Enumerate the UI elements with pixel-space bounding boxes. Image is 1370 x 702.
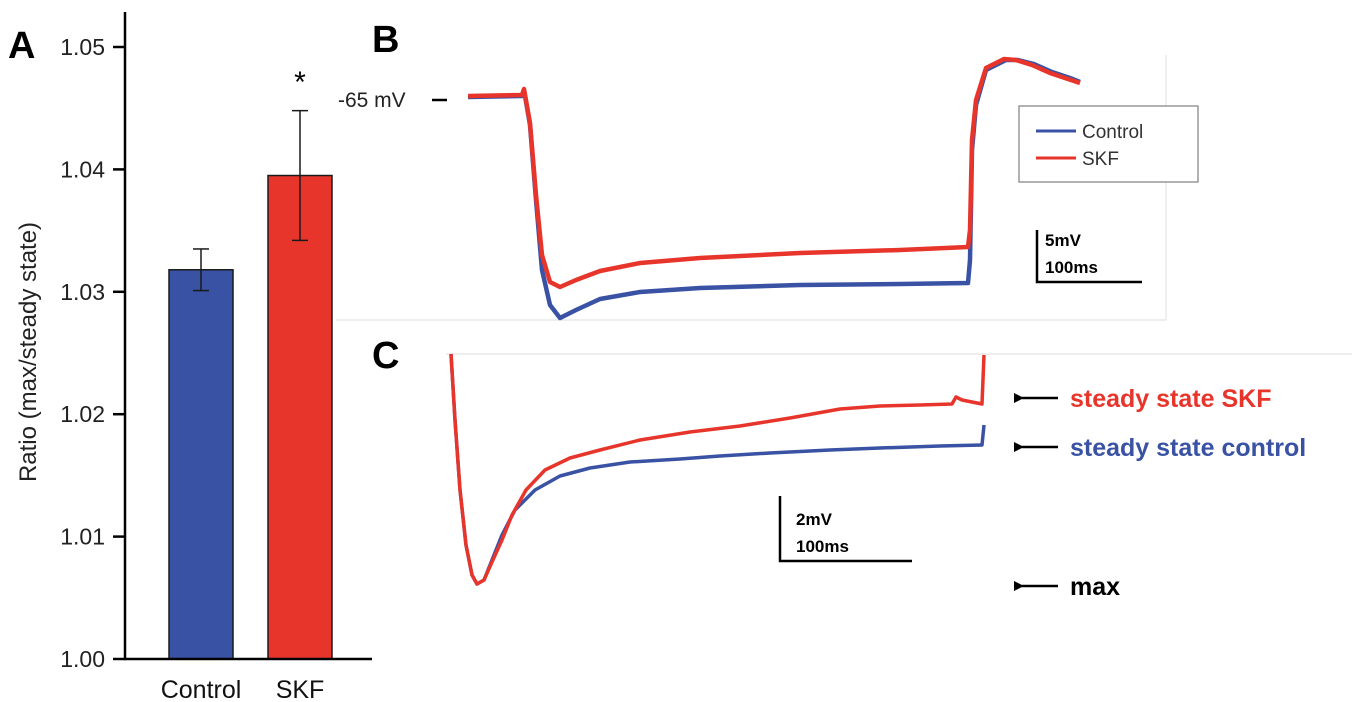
legend-label-skf: SKF — [1082, 149, 1119, 170]
scale-bar-c-time: 100ms — [796, 537, 849, 556]
category-label-control: Control — [161, 676, 242, 702]
y-tick-label: 1.02 — [60, 401, 105, 427]
label-max: max — [1070, 573, 1120, 601]
error-bar-control — [193, 248, 209, 292]
scale-bar-b-time: 100ms — [1045, 258, 1098, 277]
category-label-skf: SKF — [276, 676, 325, 702]
panel-c: C 2mV 100ms steady state SKF steady stat… — [372, 335, 1352, 601]
error-bar-skf — [292, 109, 308, 242]
panel-b-letter: B — [372, 19, 399, 61]
scale-bar-c-voltage: 2mV — [796, 510, 833, 529]
y-tick-label: 1.00 — [60, 646, 105, 672]
bars — [168, 109, 333, 660]
panel-a-letter: A — [8, 25, 35, 67]
trace-skf-c — [449, 353, 986, 586]
y-tick-label: 1.01 — [60, 524, 105, 550]
y-tick-label: 1.03 — [60, 279, 105, 305]
panel-b: B -65 mV Control SKF 5mV 100ms — [336, 19, 1199, 321]
scale-bar-b-voltage: 5mV — [1045, 231, 1082, 250]
significance-star: * — [294, 66, 306, 99]
scale-bar-c: 2mV 100ms — [778, 496, 912, 563]
y-tick-label: 1.04 — [60, 156, 105, 182]
scale-bar-b: 5mV 100ms — [1035, 230, 1142, 284]
y-axis-ticks: 1.00 1.01 1.02 1.03 1.04 1.05 — [60, 34, 125, 672]
panel-c-letter: C — [372, 335, 399, 377]
baseline-label: -65 mV — [338, 89, 406, 112]
legend-box — [1018, 105, 1199, 183]
y-tick-label: 1.05 — [60, 34, 105, 60]
y-axis-title: Ratio (max/steady state) — [15, 222, 42, 482]
legend-label-control: Control — [1082, 122, 1143, 143]
scale-bar-b-lines — [1035, 230, 1142, 284]
scale-bar-c-lines — [778, 496, 912, 563]
trace-control-b — [467, 57, 1081, 321]
annotation-steady-control: steady state control — [1014, 434, 1306, 462]
bar-skf — [267, 174, 333, 660]
bar-control — [168, 269, 234, 660]
legend: Control SKF — [1018, 105, 1199, 183]
label-steady-control: steady state control — [1070, 434, 1306, 462]
annotation-steady-skf: steady state SKF — [1014, 385, 1271, 413]
trace-control-c — [449, 353, 986, 586]
panel-b-frame — [336, 55, 1167, 321]
panel-a: A Ratio (max/steady state) 1.001.011.021… — [8, 12, 372, 702]
annotation-max: max — [1014, 573, 1120, 601]
trace-skf-b — [467, 56, 1081, 290]
label-steady-skf: steady state SKF — [1070, 385, 1271, 413]
